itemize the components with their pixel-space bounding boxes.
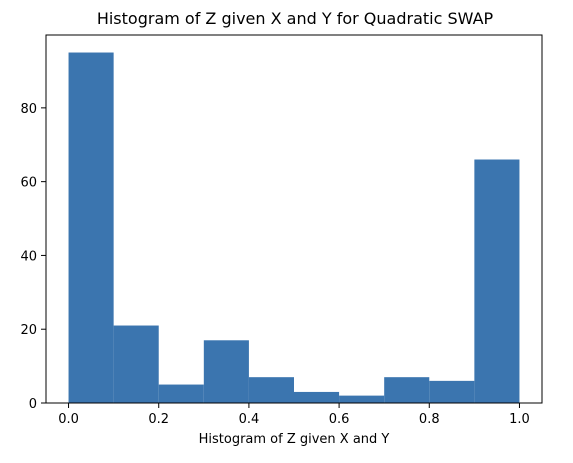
x-tick-label: 0.2 xyxy=(148,412,169,427)
bars-layer xyxy=(68,52,520,404)
histogram-bar xyxy=(68,52,114,404)
histogram-bar xyxy=(339,395,385,403)
histogram-bar xyxy=(248,377,294,403)
histogram-bar xyxy=(429,380,475,403)
histogram-bar xyxy=(203,340,249,403)
y-tick-label: 60 xyxy=(20,176,37,191)
chart-title: Histogram of Z given X and Y for Quadrat… xyxy=(97,9,494,28)
y-tick-label: 80 xyxy=(20,102,37,117)
x-tick-label: 0.8 xyxy=(419,412,440,427)
histogram-bar xyxy=(384,377,430,403)
x-tick-label: 0.6 xyxy=(329,412,350,427)
x-axis: 0.0 0.2 0.4 0.6 0.8 1.0 xyxy=(58,403,530,427)
histogram-bar xyxy=(474,159,520,403)
y-tick-label: 40 xyxy=(20,249,37,264)
histogram-bar xyxy=(113,325,159,403)
axes-frame xyxy=(45,34,543,404)
x-tick-label: 0.4 xyxy=(239,412,260,427)
histogram-bar xyxy=(158,384,204,403)
y-tick-label: 20 xyxy=(20,323,37,338)
x-tick-label: 1.0 xyxy=(509,412,530,427)
y-axis: 0 20 40 60 80 xyxy=(20,102,46,412)
y-tick-label: 0 xyxy=(29,397,37,412)
histogram-bar xyxy=(294,391,340,403)
x-tick-label: 0.0 xyxy=(58,412,79,427)
x-axis-label: Histogram of Z given X and Y xyxy=(199,432,390,447)
